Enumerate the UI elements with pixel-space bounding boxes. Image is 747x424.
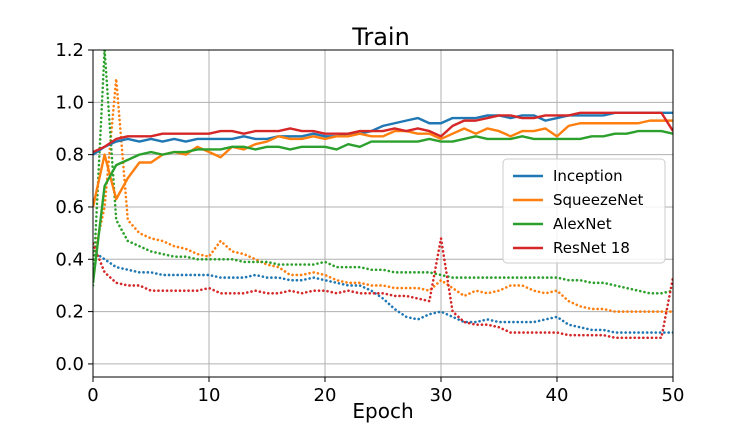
y-tick-label: 1.0 [55, 92, 84, 113]
squeezenet-loss-line [93, 77, 673, 313]
chart-title: Train [351, 23, 410, 51]
inception-loss-line [93, 250, 673, 334]
y-tick-label: 0.6 [55, 197, 84, 218]
legend-box [502, 158, 666, 264]
plot-frame [92, 49, 674, 378]
x-tick-label: 0 [87, 385, 98, 406]
series-group [93, 50, 673, 340]
resnet-18-loss-line [93, 237, 673, 340]
x-tick-label: 40 [546, 385, 569, 406]
axis-ticks: 0 10 20 30 40 50 0.0 0.2 0.4 0.6 0.8 1.0 1.2 [55, 40, 684, 406]
legend-label: Inception [553, 167, 623, 185]
x-tick-label: 10 [198, 385, 221, 406]
x-tick-label: 20 [314, 385, 337, 406]
y-tick-label: 0.0 [55, 354, 84, 375]
legend-label: AlexNet [553, 215, 612, 233]
series-lines [93, 50, 673, 340]
x-axis-label: Epoch [352, 399, 413, 423]
x-tick-label: 50 [662, 385, 685, 406]
y-tick-label: 0.4 [55, 249, 84, 270]
resnet-18-accuracy-line [93, 111, 673, 154]
alexnet-loss-line [93, 50, 673, 295]
alexnet-accuracy-line [93, 129, 673, 283]
y-tick-label: 1.2 [55, 40, 84, 61]
legend: Inception SqueezeNet AlexNet ResNet 18 [502, 158, 666, 264]
legend-label: ResNet 18 [553, 239, 630, 257]
x-tick-label: 30 [430, 385, 453, 406]
legend-label: SqueezeNet [553, 191, 644, 209]
inception-accuracy-line [93, 111, 673, 156]
y-tick-label: 0.2 [55, 302, 84, 323]
y-tick-label: 0.8 [55, 145, 84, 166]
